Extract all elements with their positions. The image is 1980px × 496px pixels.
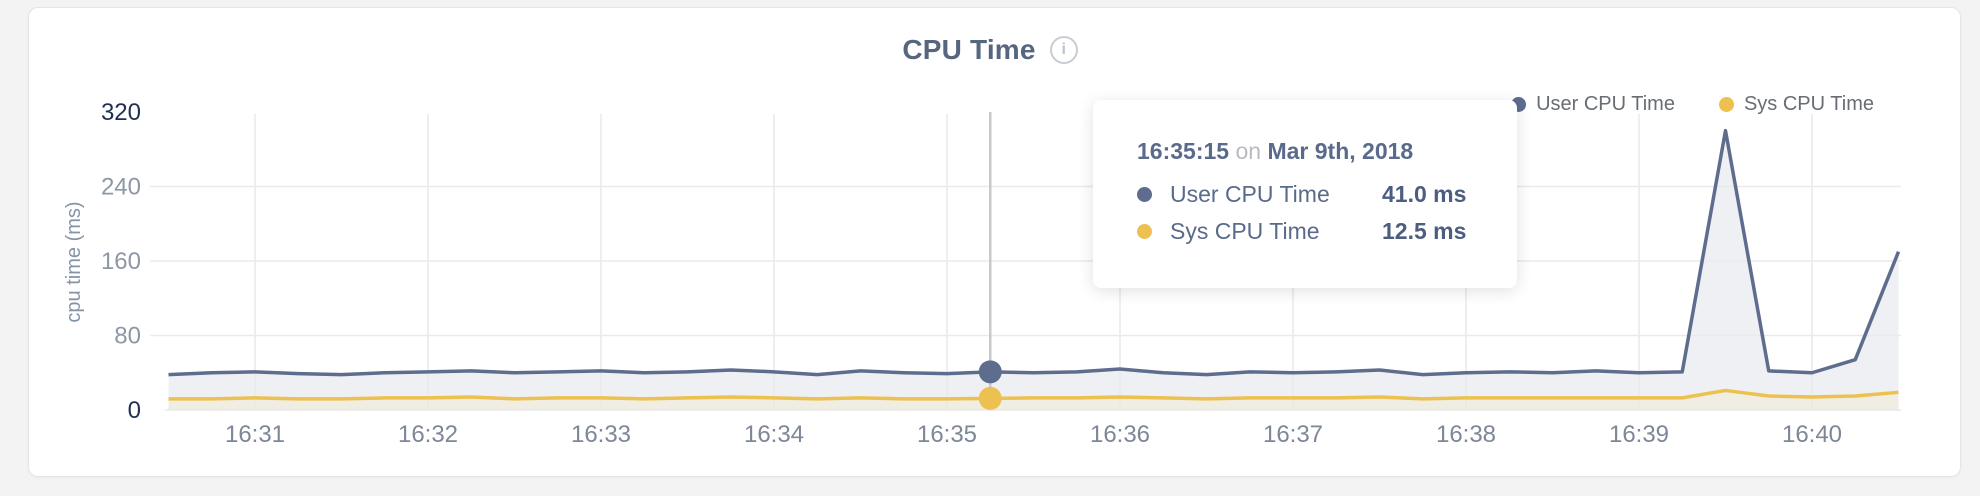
legend-item-sys-cpu-time[interactable]: Sys CPU Time [1718,93,1874,116]
y-tick-label: 160 [101,248,141,275]
y-tick-label: 80 [114,323,141,350]
user-series-dot-icon [1137,187,1152,202]
tooltip-date: Mar 9th, 2018 [1267,138,1414,164]
tooltip-series-label: User CPU Time [1170,181,1330,207]
legend-label: Sys CPU Time [1743,93,1874,115]
x-tick-label: 16:32 [398,421,458,448]
info-icon[interactable]: i [1049,36,1078,64]
page-title: CPU Time [902,34,1036,65]
y-axis-title: cpu time (ms) [63,201,85,322]
x-tick-label: 16:34 [744,421,804,448]
y-tick-label: 320 [101,99,141,126]
tooltip-time: 16:35:15 [1137,138,1230,164]
sys-series-dot-icon [1137,224,1152,239]
legend-dot-sys-icon [1718,97,1734,112]
legend-item-user-cpu-time[interactable]: User CPU Time [1511,93,1675,116]
sys-cpu-line [168,388,1899,401]
legend: User CPU Time Sys CPU Time [1511,93,1874,116]
user-cpu-area [168,130,1899,410]
chart-header: CPU Time i [0,34,1980,66]
x-tick-label: 16:35 [917,421,977,448]
x-tick-label: 16:31 [225,421,285,448]
hover-point-user [978,360,1002,384]
x-tick-label: 16:40 [1782,421,1842,448]
tooltip-header: 16:35:15 on Mar 9th, 2018 [1137,138,1517,165]
user-cpu-line [168,128,1901,377]
y-tick-label: 0 [128,397,141,424]
hover-point-sys [978,386,1002,410]
chart-tooltip: 16:35:15 on Mar 9th, 2018 User CPU Time … [1093,100,1517,288]
x-tick-label: 16:36 [1090,421,1150,448]
y-tick-label: 240 [101,174,141,201]
tooltip-row-sys: Sys CPU Time 12.5 ms [1137,218,1517,245]
tooltip-series-value: 41.0 ms [1382,181,1467,207]
tooltip-row-user: User CPU Time 41.0 ms [1137,181,1517,208]
legend-label: User CPU Time [1536,93,1675,115]
x-tick-label: 16:33 [571,421,631,448]
tooltip-series-label: Sys CPU Time [1170,218,1320,244]
tooltip-connector: on [1235,138,1262,164]
x-tick-label: 16:38 [1436,421,1496,448]
tooltip-series-value: 12.5 ms [1382,218,1467,244]
x-tick-label: 16:39 [1609,421,1669,448]
x-tick-label: 16:37 [1263,421,1323,448]
